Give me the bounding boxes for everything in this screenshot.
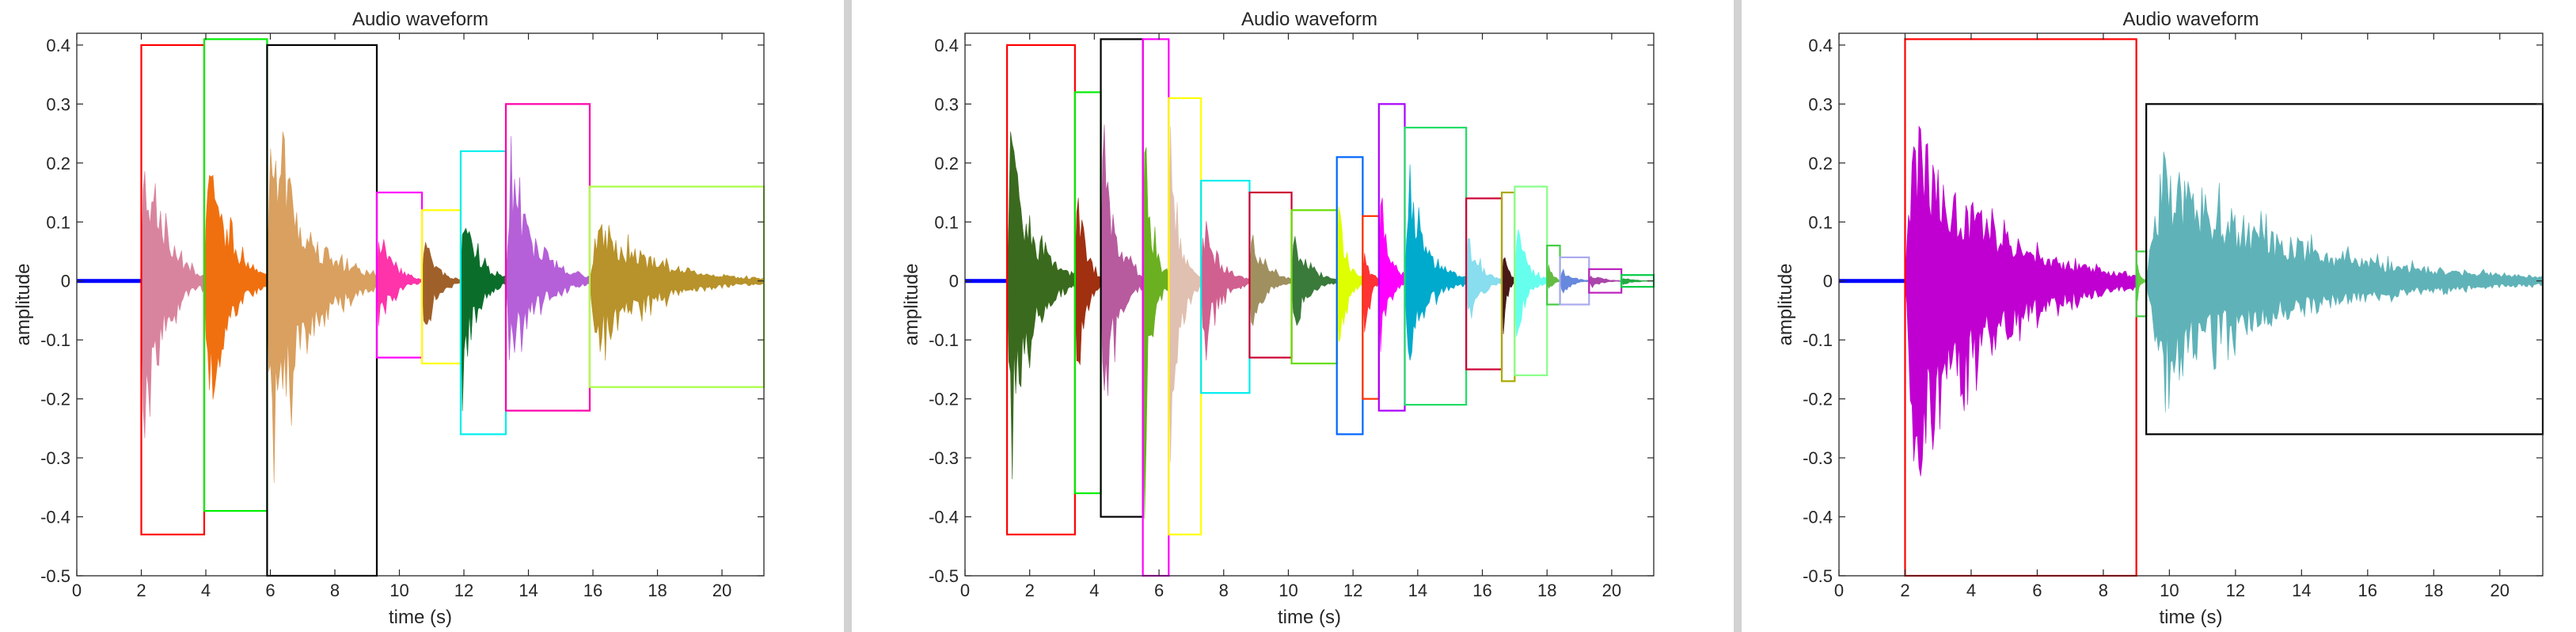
y-tick-label: 0.1 bbox=[1808, 212, 1833, 232]
y-axis-label: amplitude bbox=[901, 263, 922, 345]
y-tick-label: 0 bbox=[61, 272, 70, 291]
x-tick-label: 18 bbox=[1537, 581, 1556, 600]
y-tick-label: -0.5 bbox=[40, 566, 70, 586]
x-tick-label: 4 bbox=[201, 581, 211, 600]
x-tick-label: 14 bbox=[519, 581, 538, 600]
y-tick-label: 0.2 bbox=[1808, 154, 1833, 173]
y-tick-label: 0.3 bbox=[46, 94, 70, 114]
x-tick-label: 10 bbox=[389, 581, 408, 600]
chart-2: 0 2 4 6 8 10 12 14 16 18 20 -0.5 -0.4 -0.3 -0.2 -0.1 0 0.… bbox=[901, 9, 1655, 628]
chart-title: Audio waveform bbox=[2122, 9, 2259, 30]
x-tick-label: 14 bbox=[2292, 581, 2311, 600]
x-tick-label: 0 bbox=[72, 581, 82, 600]
y-tick-label: 0.4 bbox=[1808, 36, 1833, 55]
axes-frame bbox=[76, 32, 765, 577]
x-tick-label: 16 bbox=[583, 581, 602, 600]
x-axis-label: time (s) bbox=[2160, 607, 2223, 628]
x-tick-label: 2 bbox=[1025, 581, 1035, 600]
x-tick-label: 6 bbox=[2032, 581, 2042, 600]
x-tick-label: 14 bbox=[1408, 581, 1427, 600]
x-tick-label: 16 bbox=[2358, 581, 2377, 600]
axes-frame bbox=[964, 32, 1655, 577]
x-tick-label: 4 bbox=[1966, 581, 1976, 600]
x-tick-label: 8 bbox=[2099, 581, 2108, 600]
y-tick-label: -0.2 bbox=[929, 390, 959, 409]
x-tick-label: 8 bbox=[1219, 581, 1229, 600]
y-tick-label: 0.2 bbox=[46, 154, 70, 173]
y-tick-label: -0.5 bbox=[1803, 566, 1833, 586]
y-tick-label: -0.2 bbox=[1803, 390, 1833, 409]
y-tick-label: 0.1 bbox=[46, 212, 70, 232]
y-tick-label: -0.1 bbox=[40, 330, 70, 350]
x-tick-label: 4 bbox=[1089, 581, 1099, 600]
y-tick-label: 0.3 bbox=[934, 94, 959, 114]
chart-3: 0 2 4 6 8 10 12 14 16 18 20 -0.5 -0.4 -0.3 -0.2 -0.1 0 0.… bbox=[1775, 9, 2544, 628]
x-tick-label: 20 bbox=[712, 581, 731, 600]
y-axis-label: amplitude bbox=[1775, 263, 1796, 345]
y-tick-label: -0.1 bbox=[1803, 330, 1833, 350]
x-tick-label: 12 bbox=[1343, 581, 1362, 600]
x-tick-label: 20 bbox=[2490, 581, 2509, 600]
chart-1: 0 2 4 6 8 10 12 14 16 18 20 -0.5 -0.4 -0.3 -0.2 -0.1 0 0.… bbox=[13, 9, 766, 628]
x-tick-label: 10 bbox=[1279, 581, 1297, 600]
x-tick-label: 0 bbox=[1834, 581, 1844, 600]
y-tick-label: 0 bbox=[1823, 272, 1833, 291]
x-tick-label: 2 bbox=[136, 581, 146, 600]
x-tick-label: 6 bbox=[265, 581, 275, 600]
y-tick-label: 0 bbox=[949, 272, 959, 291]
x-tick-label: 8 bbox=[330, 581, 340, 600]
y-tick-label: -0.2 bbox=[40, 390, 70, 409]
y-tick-label: -0.4 bbox=[1803, 508, 1833, 527]
y-tick-label: -0.1 bbox=[929, 330, 959, 350]
x-tick-label: 12 bbox=[2226, 581, 2245, 600]
chart-title: Audio waveform bbox=[352, 9, 488, 30]
y-tick-label: 0.1 bbox=[934, 212, 959, 232]
y-tick-label: 0.4 bbox=[46, 36, 70, 55]
x-tick-label: 20 bbox=[1602, 581, 1621, 600]
y-tick-label: -0.3 bbox=[40, 448, 70, 468]
x-axis-label: time (s) bbox=[389, 607, 452, 628]
y-tick-label: -0.4 bbox=[40, 508, 70, 527]
x-tick-label: 0 bbox=[960, 581, 970, 600]
y-axis-label: amplitude bbox=[13, 263, 34, 345]
window-divider-1 bbox=[844, 0, 852, 632]
y-tick-label: 0.2 bbox=[934, 154, 959, 173]
x-tick-label: 10 bbox=[2160, 581, 2179, 600]
x-axis-label: time (s) bbox=[1278, 607, 1341, 628]
y-tick-label: -0.5 bbox=[929, 566, 959, 586]
y-tick-label: 0.3 bbox=[1808, 94, 1833, 114]
y-tick-label: -0.3 bbox=[1803, 448, 1833, 468]
y-tick-label: -0.3 bbox=[929, 448, 959, 468]
axes-frame bbox=[1838, 32, 2544, 577]
y-tick-label: -0.4 bbox=[929, 508, 959, 527]
plot-area bbox=[77, 33, 764, 576]
x-tick-label: 18 bbox=[648, 581, 667, 600]
window-divider-2 bbox=[1734, 0, 1742, 632]
x-tick-label: 6 bbox=[1154, 581, 1164, 600]
x-tick-label: 18 bbox=[2424, 581, 2443, 600]
x-tick-label: 12 bbox=[454, 581, 473, 600]
y-tick-label: 0.4 bbox=[934, 36, 959, 55]
x-tick-label: 2 bbox=[1900, 581, 1909, 600]
x-tick-label: 16 bbox=[1472, 581, 1491, 600]
chart-title: Audio waveform bbox=[1241, 9, 1377, 30]
